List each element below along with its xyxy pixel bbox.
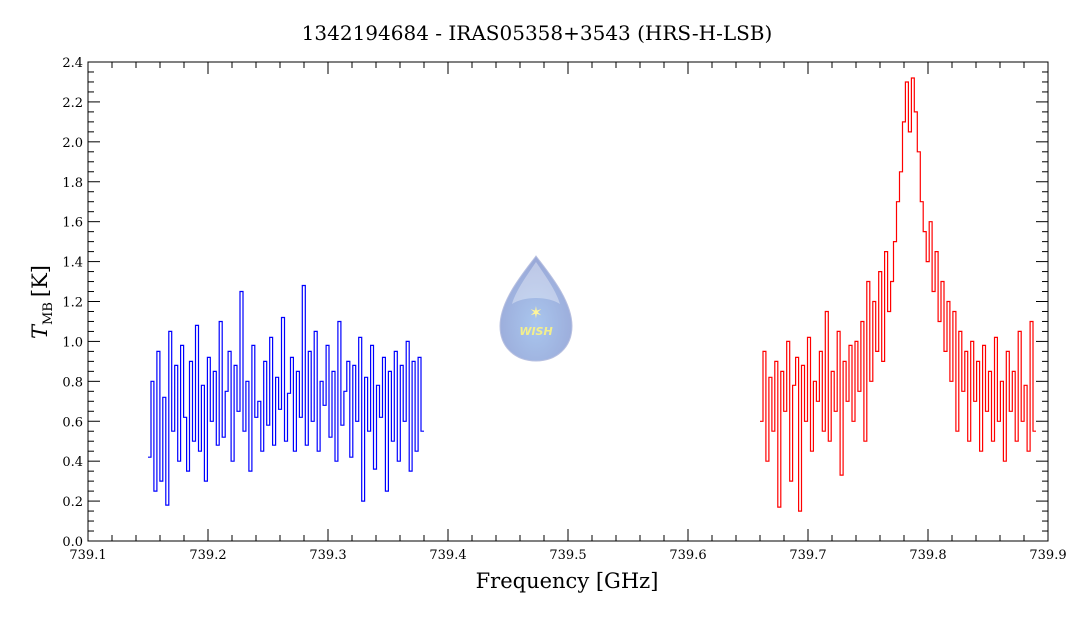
x-tick-label: 739.9 (1029, 548, 1066, 563)
x-tick-label: 739.3 (309, 548, 346, 563)
water-drop-icon (499, 255, 573, 362)
y-tick-label: 0.2 (62, 495, 83, 510)
chart-title: 1342194684 - IRAS05358+3543 (HRS-H-LSB) (302, 21, 773, 45)
y-axis-label: TMB [K] (28, 265, 56, 339)
series-group (148, 77, 1036, 512)
svg-text:TMB[K]: TMB [K] (28, 265, 56, 339)
series-upper-line (760, 77, 1036, 512)
y-tick-label: 0.6 (62, 415, 83, 430)
y-axis-label-unit: [K] (28, 265, 52, 297)
x-tick-label: 739.1 (69, 548, 106, 563)
logo-text: WISH (519, 325, 552, 338)
y-tick-label: 0.0 (62, 535, 83, 550)
y-tick-label: 2.4 (62, 56, 83, 71)
series-lower-line (148, 284, 424, 506)
y-tick-label: 1.2 (62, 296, 83, 311)
x-tick-label: 739.7 (789, 548, 826, 563)
x-axis-label: Frequency [GHz] (476, 569, 659, 593)
y-tick-label: 2.0 (62, 136, 83, 151)
y-tick-labels: 0.0 0.2 0.4 0.6 0.8 1.0 1.2 1.4 1.6 1.8 2.0 2.2 2.4 (62, 56, 83, 550)
x-tick-label: 739.2 (189, 548, 226, 563)
plot-frame (87, 61, 1049, 542)
y-axis-label-sub: MB (41, 302, 56, 325)
wish-logo: ✶ WISH (499, 255, 573, 362)
y-tick-label: 2.2 (62, 96, 83, 111)
star-icon: ✶ (529, 303, 542, 322)
y-axis-label-main: T (28, 323, 52, 339)
y-tick-label: 1.0 (62, 335, 83, 350)
x-tick-label: 739.4 (429, 548, 466, 563)
x-tick-label: 739.6 (669, 548, 706, 563)
x-tick-labels: 739.1 739.2 739.3 739.4 739.5 739.6 739.7 739.8… (69, 548, 1066, 563)
y-tick-label: 1.6 (62, 216, 83, 231)
y-tick-label: 0.4 (62, 455, 83, 470)
y-tick-label: 0.8 (62, 375, 83, 390)
x-tick-label: 739.8 (909, 548, 946, 563)
x-tick-label: 739.5 (549, 548, 586, 563)
axis-ticks (87, 61, 1049, 542)
y-tick-label: 1.4 (62, 256, 83, 271)
y-tick-label: 1.8 (62, 176, 83, 191)
